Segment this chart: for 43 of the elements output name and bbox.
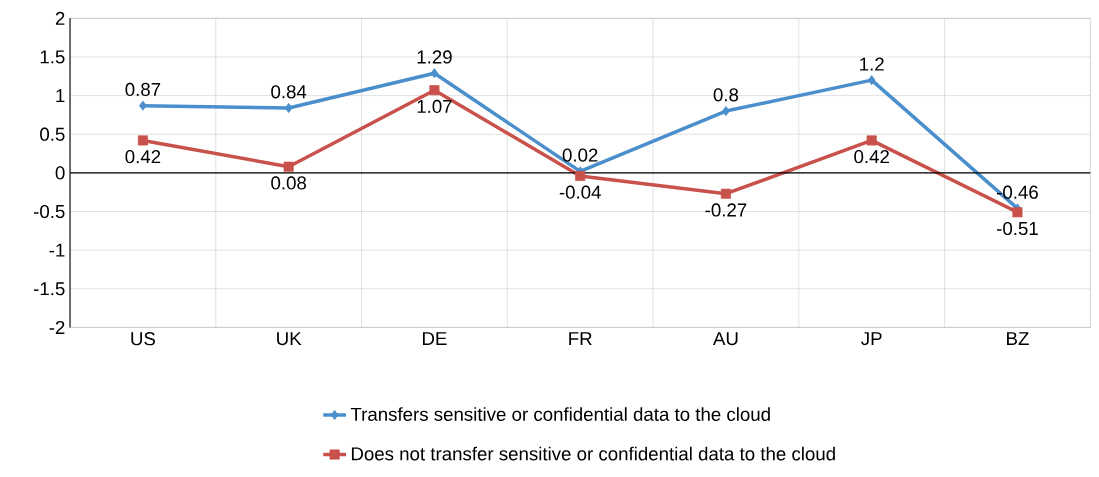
data-label: -0.04 xyxy=(559,185,601,199)
y-tick-label: 2 xyxy=(55,11,65,25)
x-tick-label: JP xyxy=(861,331,882,345)
x-tick-label: FR xyxy=(569,331,592,345)
legend-label: Transfers sensitive or confidential data to the cloud xyxy=(350,406,770,421)
data-label: 0.84 xyxy=(271,84,307,99)
point xyxy=(139,100,147,111)
point xyxy=(284,102,293,113)
data-label: 1.2 xyxy=(860,57,884,71)
y-tick-label: -0.5 xyxy=(33,204,65,218)
data-label: -0.27 xyxy=(705,203,747,217)
y-tick-label: 1 xyxy=(56,88,65,102)
point xyxy=(575,170,586,181)
data-label: 0.42 xyxy=(125,149,161,164)
point xyxy=(283,161,294,172)
point xyxy=(867,74,876,85)
data-label: 0.8 xyxy=(713,87,739,102)
data-label: 1.07 xyxy=(417,99,452,113)
y-tick-label: -1.5 xyxy=(33,282,65,296)
data-label: 0.87 xyxy=(125,82,161,96)
y-tick-label: -1 xyxy=(49,243,65,257)
point xyxy=(866,135,877,146)
point xyxy=(137,135,148,146)
point xyxy=(430,67,439,78)
data-label: 1.29 xyxy=(417,50,452,64)
point xyxy=(1012,207,1023,218)
point xyxy=(429,84,440,95)
data-label: -0.51 xyxy=(997,221,1038,235)
x-tick-label: US xyxy=(131,331,156,346)
legend-label: Does not transfer sensitive or confidential data to the cloud xyxy=(351,446,835,461)
point xyxy=(722,105,730,116)
y-tick-label: 1.5 xyxy=(40,50,65,64)
x-tick-label: DE xyxy=(422,331,447,345)
x-tick-label: UK xyxy=(277,331,302,345)
x-tick-label: BZ xyxy=(1007,331,1029,345)
x-tick-label: AU xyxy=(713,331,738,345)
y-tick-label: -2 xyxy=(49,320,65,334)
y-tick-label: 0.5 xyxy=(40,127,65,141)
data-label: 0.08 xyxy=(271,176,307,190)
data-label: 0.42 xyxy=(854,149,889,164)
y-tick-label: 0 xyxy=(55,166,65,180)
data-label: 0.02 xyxy=(562,148,598,162)
point xyxy=(720,188,731,199)
